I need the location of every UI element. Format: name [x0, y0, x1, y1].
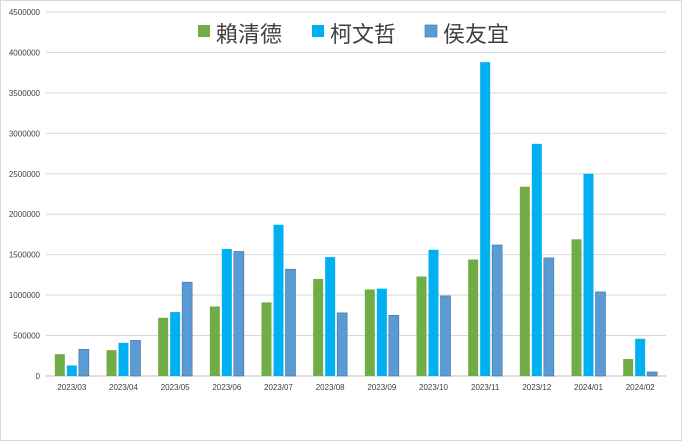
bar-series-1 — [428, 249, 439, 376]
bar-series-1 — [480, 62, 491, 376]
y-tick-label: 1000000 — [9, 291, 41, 300]
bar-series-2 — [646, 371, 658, 377]
bar-series-1 — [118, 342, 129, 376]
bar-series-1 — [635, 338, 646, 376]
bar-series-0 — [364, 289, 375, 376]
bar-series-2 — [491, 244, 503, 377]
bar-series-2 — [181, 281, 193, 377]
y-tick-label: 500000 — [13, 332, 40, 341]
bar-series-1 — [376, 288, 387, 376]
x-tick-label: 2023/05 — [161, 383, 190, 392]
bar-series-0 — [313, 278, 324, 376]
bar-series-2 — [285, 268, 296, 377]
bar-series-0 — [261, 302, 272, 376]
legend-label: 侯友宜 — [443, 23, 509, 48]
bar-series-0 — [416, 276, 427, 376]
y-tick-label: 4500000 — [9, 8, 41, 17]
bar-series-2 — [543, 257, 555, 377]
bar-series-1 — [221, 249, 232, 376]
bar-series-1 — [273, 224, 284, 376]
bar-series-2 — [336, 312, 348, 377]
y-tick-label: 0 — [36, 372, 41, 381]
legend: 賴清德 柯文哲 侯友宜 — [198, 23, 509, 48]
bar-series-0 — [158, 317, 169, 376]
bar-series-0 — [106, 350, 117, 376]
bar-series-2 — [388, 315, 400, 377]
x-tick-label: 2023/10 — [419, 383, 448, 392]
y-tick-label: 2500000 — [9, 170, 41, 179]
x-tick-label: 2023/04 — [109, 383, 138, 392]
x-tick-label: 2023/06 — [212, 383, 241, 392]
bar-series-0 — [209, 306, 220, 376]
x-tick-label: 2023/11 — [471, 383, 500, 392]
bars — [54, 62, 658, 377]
bar-series-0 — [623, 359, 634, 376]
bar-series-1 — [66, 365, 77, 376]
bar-series-0 — [468, 259, 479, 376]
bar-series-0 — [519, 186, 530, 376]
legend-label: 賴清德 — [216, 23, 282, 48]
bar-series-1 — [583, 173, 594, 376]
x-tick-label: 2024/01 — [574, 383, 603, 392]
bar-series-1 — [170, 312, 181, 376]
y-tick-label: 3500000 — [9, 89, 41, 98]
y-tick-label: 1500000 — [9, 251, 41, 260]
legend-swatch — [198, 25, 210, 37]
x-tick-label: 2023/07 — [264, 383, 293, 392]
legend-swatch — [312, 25, 324, 37]
x-tick-label: 2023/03 — [57, 383, 86, 392]
legend-label: 柯文哲 — [330, 23, 396, 48]
x-axis-ticks: 2023/03 2023/04 2023/05 2023/06 2023/07 2023/… — [57, 383, 655, 392]
bar-series-1 — [325, 257, 336, 376]
gridlines — [46, 11, 666, 377]
y-axis-ticks: 0 500000 1000000 1500000 2000000 2500000 30000… — [9, 8, 41, 381]
bar-series-2 — [78, 349, 90, 377]
bar-series-0 — [54, 354, 65, 376]
bar-series-2 — [595, 291, 606, 377]
bar-series-2 — [130, 340, 141, 377]
x-tick-label: 2023/09 — [367, 383, 396, 392]
x-tick-label: 2023/08 — [316, 383, 345, 392]
legend-swatch — [424, 24, 438, 38]
y-tick-label: 4000000 — [9, 48, 41, 57]
x-tick-label: 2024/02 — [626, 383, 655, 392]
y-tick-label: 3000000 — [9, 129, 41, 138]
bar-series-0 — [571, 239, 582, 376]
y-tick-label: 2000000 — [9, 210, 41, 219]
bar-series-2 — [233, 251, 245, 377]
x-tick-label: 2023/12 — [522, 383, 551, 392]
bar-series-1 — [531, 143, 542, 376]
bar-series-2 — [440, 295, 451, 377]
